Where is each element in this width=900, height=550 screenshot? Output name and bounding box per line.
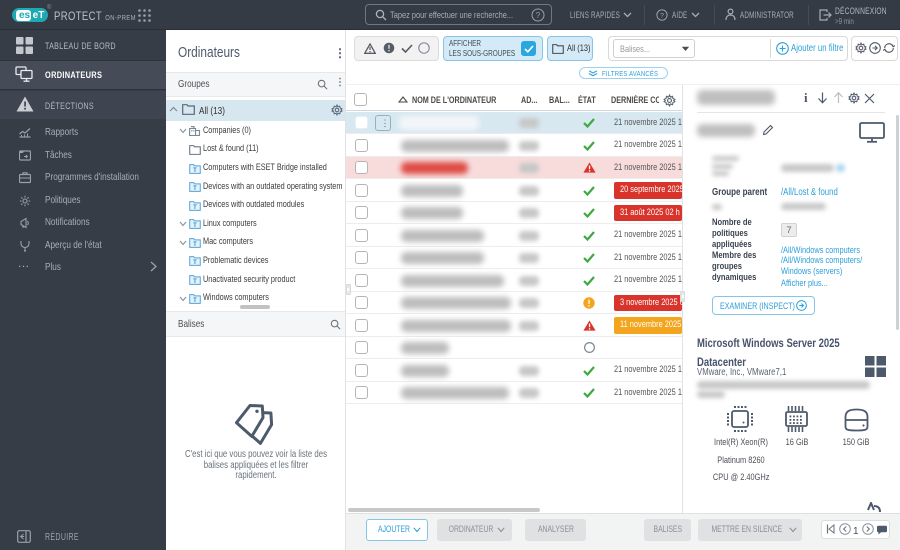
svg-text:T: T — [193, 204, 197, 211]
svg-text:T: T — [193, 259, 197, 266]
svg-text:?: ? — [660, 13, 664, 20]
svg-text:T: T — [193, 222, 197, 229]
svg-text:T: T — [193, 278, 197, 285]
svg-text:T: T — [193, 241, 197, 248]
svg-text:T: T — [193, 185, 197, 192]
svg-text:?: ? — [536, 11, 541, 20]
svg-text:T: T — [193, 167, 197, 174]
svg-text:T: T — [193, 297, 197, 304]
